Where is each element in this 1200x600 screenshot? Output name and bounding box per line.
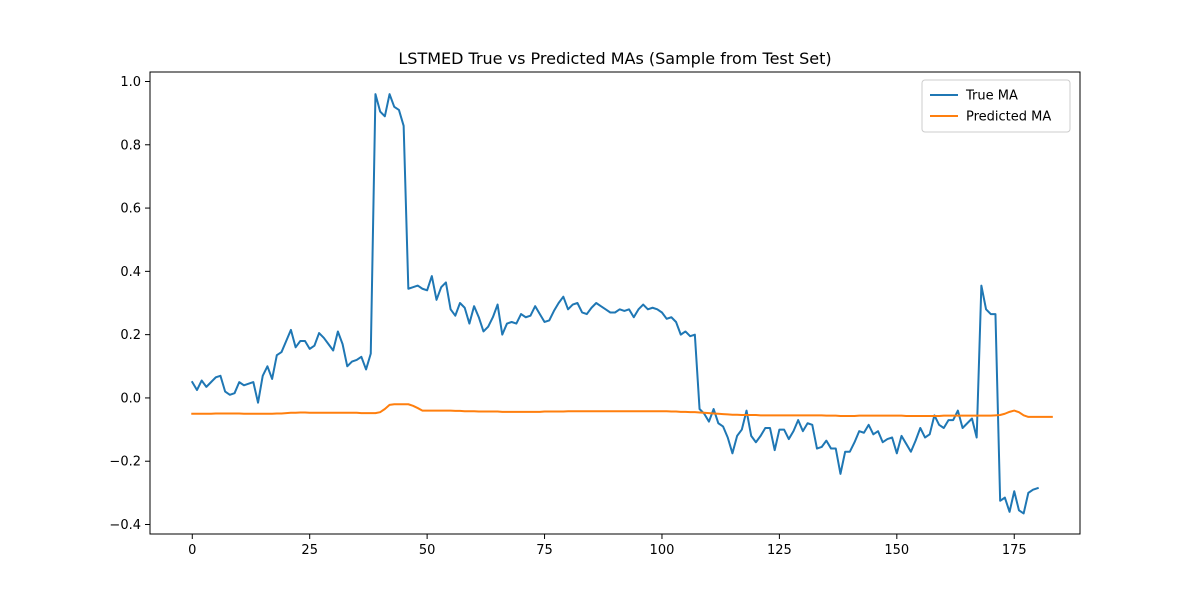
x-tick-label: 75 — [536, 543, 553, 558]
legend-box — [921, 79, 1071, 133]
y-tick-label: −0.4 — [109, 518, 141, 533]
x-tick-label: 150 — [884, 543, 909, 558]
y-tick-label: 0.4 — [120, 265, 141, 280]
series-layer — [190, 93, 1053, 515]
series-line-true-ma — [190, 93, 1039, 515]
x-tick-label: 175 — [1002, 543, 1027, 558]
x-tick-label: 50 — [419, 543, 436, 558]
legend: True MA Predicted MA — [921, 79, 1071, 133]
series-line-predicted-ma — [191, 403, 1053, 418]
y-tick-label: 0.0 — [120, 391, 141, 406]
chart-title: LSTMED True vs Predicted MAs (Sample fro… — [398, 49, 831, 68]
x-tick-label: 25 — [301, 543, 318, 558]
y-tick-label: −0.2 — [109, 455, 141, 470]
x-tick-label: 125 — [767, 543, 792, 558]
y-tick-label: 0.2 — [120, 328, 141, 343]
x-tick-label: 100 — [650, 543, 675, 558]
axes-layer: 0 25 50 75 100 125 150 175 −0.4 −0.2 0.0 0.2 0.4 0.6 0… — [109, 71, 1081, 558]
y-tick-label: 1.0 — [120, 75, 141, 90]
plot-frame — [149, 71, 1081, 535]
y-tick-label: 0.6 — [120, 202, 141, 217]
y-tick-label: 0.8 — [120, 138, 141, 153]
legend-label-predicted-ma: Predicted MA — [966, 110, 1051, 125]
legend-label-true-ma: True MA — [965, 89, 1018, 104]
x-tick-label: 0 — [188, 543, 196, 558]
